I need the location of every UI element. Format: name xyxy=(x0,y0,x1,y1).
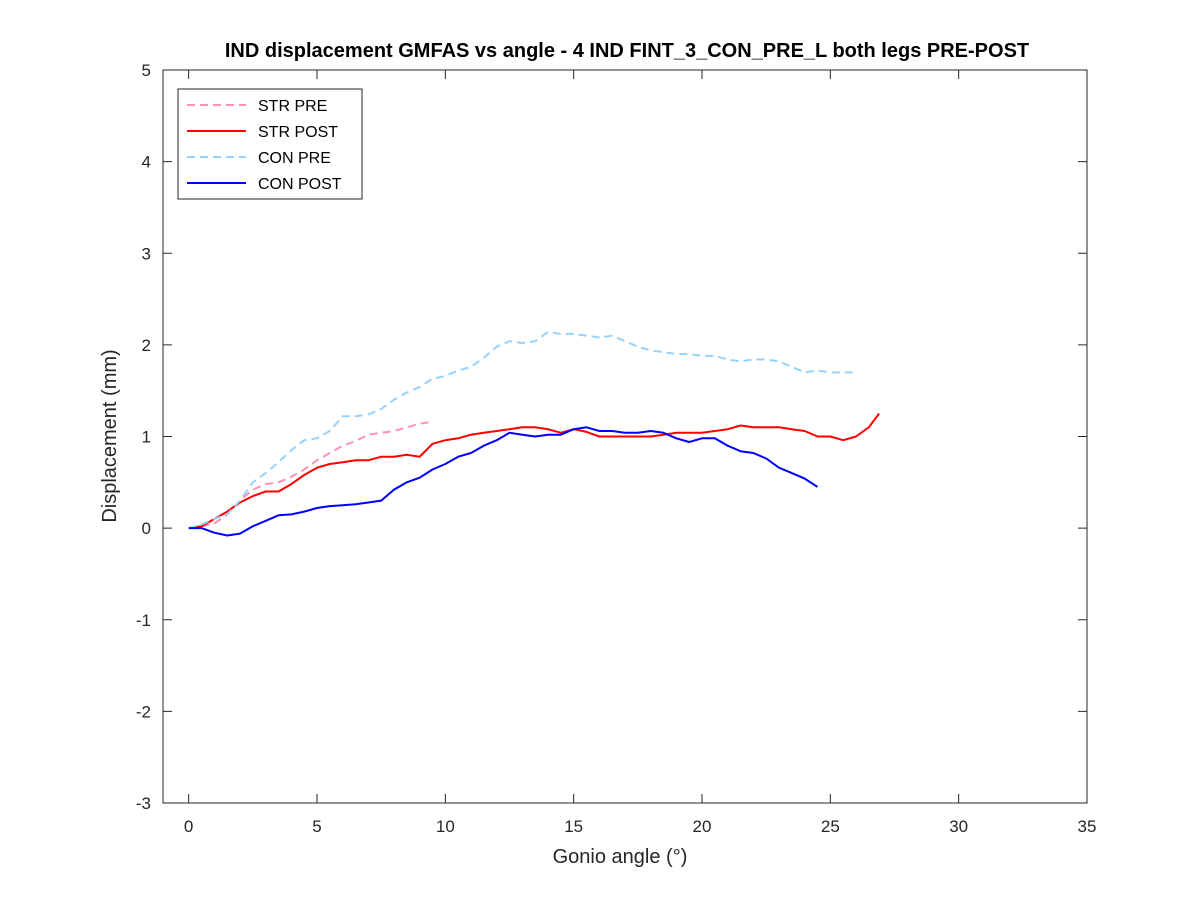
series-line-str-post xyxy=(188,412,880,530)
y-tick-label: -2 xyxy=(136,702,151,721)
legend-entry-label: STR POST xyxy=(258,124,338,141)
y-tick-label: 0 xyxy=(142,519,151,538)
chart-title: IND displacement GMFAS vs angle - 4 IND … xyxy=(225,40,1029,62)
y-tick-label: 1 xyxy=(142,428,151,447)
x-tick-label: 35 xyxy=(1078,817,1097,836)
legend-entry-label: CON POST xyxy=(258,176,342,193)
series-layer xyxy=(188,331,880,537)
series-line-con-post xyxy=(188,426,819,537)
x-tick-label: 20 xyxy=(693,817,712,836)
x-tick-label: 5 xyxy=(312,817,321,836)
legend-entry-label: STR PRE xyxy=(258,98,327,115)
legend-entry-label: CON PRE xyxy=(258,150,331,167)
legend: STR PRE STR POST CON PRE CON POST xyxy=(177,88,363,200)
x-tick-label: 25 xyxy=(821,817,840,836)
y-axis-label: Displacement (mm) xyxy=(99,349,121,522)
y-tick-label: -1 xyxy=(136,611,151,630)
y-axis: -3 -2 -1 0 1 2 3 4 5 xyxy=(136,61,1087,813)
legend-box xyxy=(177,88,363,200)
x-axis-label: Gonio angle (°) xyxy=(553,846,688,868)
x-tick-label: 0 xyxy=(184,817,193,836)
y-tick-label: -3 xyxy=(136,794,151,813)
y-tick-label: 4 xyxy=(142,153,151,172)
x-axis: 0 5 10 15 20 25 30 35 xyxy=(184,70,1097,836)
series-line-con-pre xyxy=(188,331,856,530)
y-tick-label: 3 xyxy=(142,244,151,263)
x-tick-label: 30 xyxy=(949,817,968,836)
y-tick-label: 2 xyxy=(142,336,151,355)
x-tick-label: 15 xyxy=(564,817,583,836)
x-tick-label: 10 xyxy=(436,817,455,836)
y-tick-label: 5 xyxy=(142,61,151,80)
